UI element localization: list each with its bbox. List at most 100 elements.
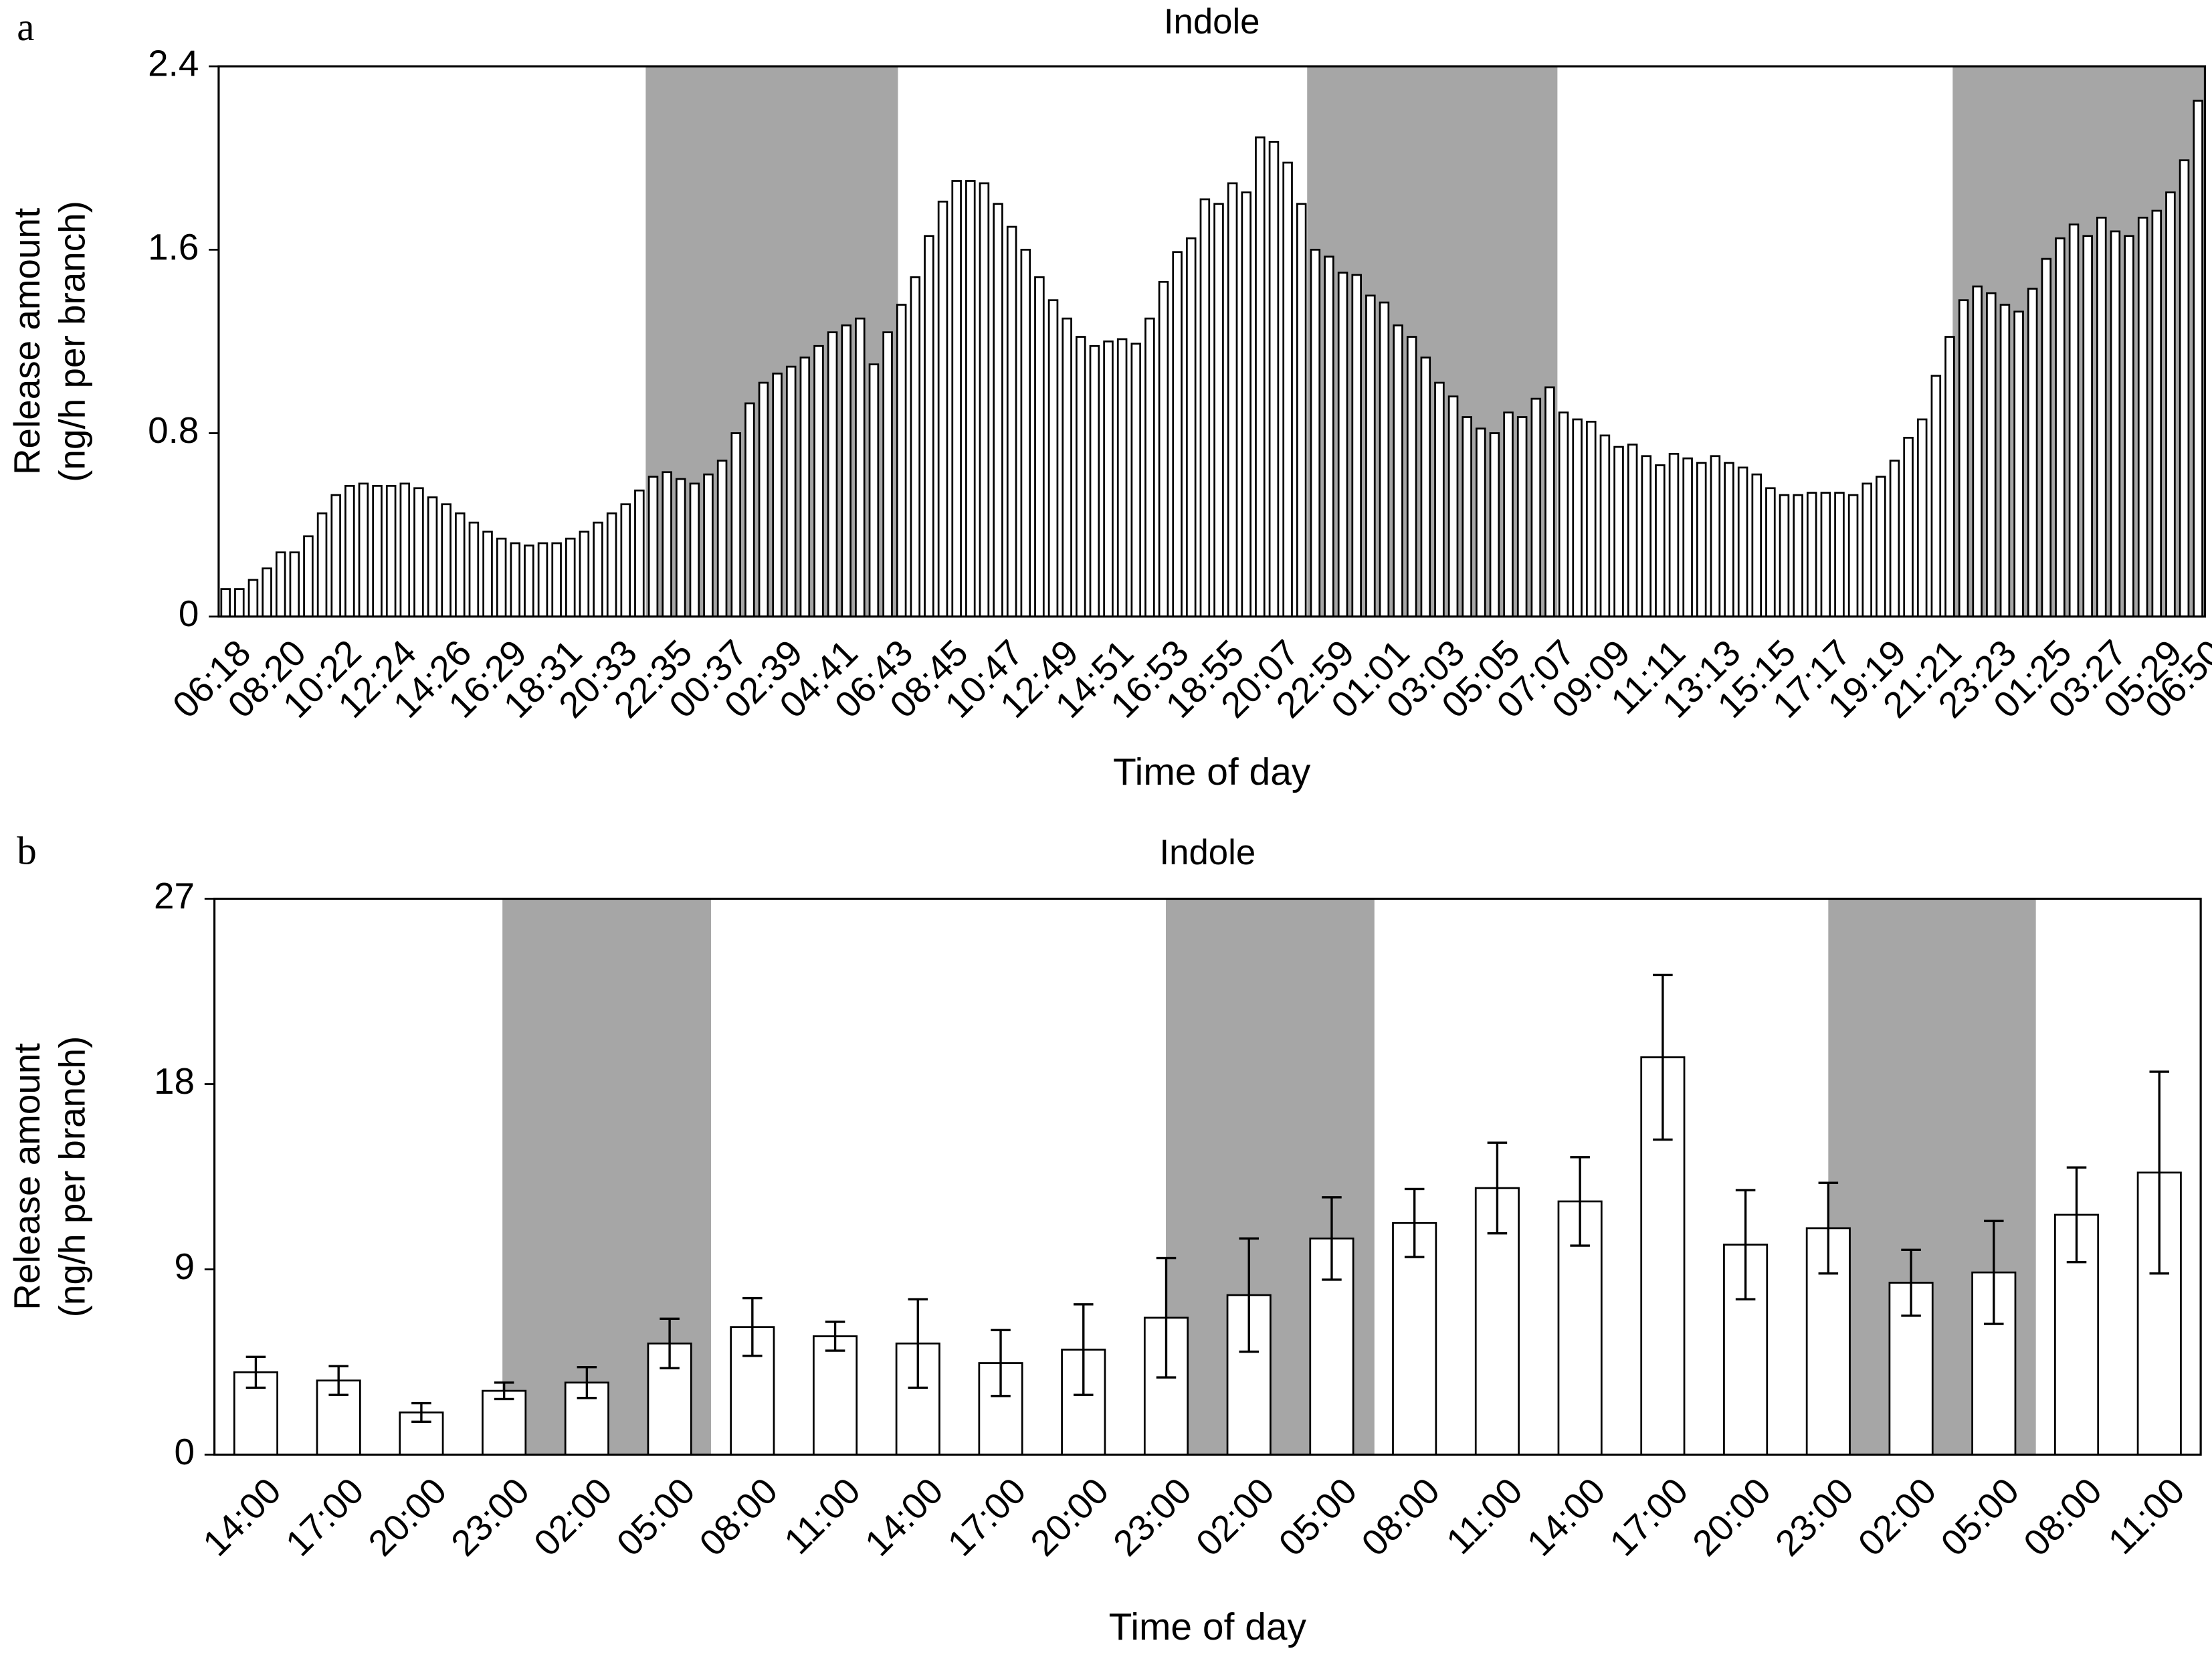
- bar: [1393, 324, 1403, 618]
- bar: [1089, 345, 1100, 618]
- bar: [1420, 357, 1431, 618]
- y-axis-label-line: (ng/h per branch): [52, 201, 93, 482]
- bar: [441, 503, 451, 618]
- bar: [1916, 418, 1928, 618]
- bar: [2137, 216, 2148, 618]
- bar: [1268, 140, 1280, 618]
- x-tick-label: 23:00: [1767, 1470, 1862, 1564]
- panel-letter: b: [17, 829, 37, 873]
- bar: [455, 512, 466, 618]
- bar: [2082, 235, 2093, 618]
- bar: [647, 1342, 692, 1456]
- bar: [2179, 159, 2190, 618]
- bar: [1227, 182, 1238, 618]
- bar: [482, 530, 493, 618]
- bar: [1613, 446, 1624, 618]
- bar: [344, 484, 355, 618]
- x-tick-label: 02:00: [1188, 1470, 1282, 1564]
- y-axis-label-line: Release amount: [6, 208, 47, 475]
- bar: [1696, 462, 1707, 618]
- bar: [1296, 203, 1307, 618]
- bar: [1834, 492, 1845, 618]
- x-tick-label: 23:00: [1105, 1470, 1199, 1564]
- x-axis-label: Time of day: [1109, 1605, 1307, 1648]
- bar: [234, 588, 245, 618]
- y-tick-label: 18: [154, 1060, 195, 1102]
- bar: [330, 494, 341, 618]
- bar: [1765, 487, 1776, 618]
- panel-letter: a: [17, 5, 34, 49]
- bar: [1944, 336, 1955, 618]
- bar: [2055, 237, 2066, 618]
- bar: [2068, 223, 2080, 618]
- bar: [1144, 317, 1155, 618]
- bar: [730, 432, 741, 618]
- bar: [1158, 280, 1169, 618]
- bar: [1599, 434, 1611, 618]
- x-tick-label: 17:00: [1601, 1470, 1696, 1564]
- x-tick-label: 17:00: [940, 1470, 1034, 1564]
- bar: [2193, 100, 2203, 618]
- bar: [1806, 492, 1817, 618]
- x-tick-label: 11:00: [2100, 1470, 2193, 1562]
- bar: [1572, 418, 1583, 618]
- bar: [316, 512, 328, 618]
- bar: [634, 489, 645, 618]
- bar: [579, 530, 590, 618]
- x-tick-label: 02:00: [1850, 1470, 1944, 1564]
- bar: [1682, 457, 1693, 618]
- bar: [1668, 452, 1680, 618]
- bar: [1365, 294, 1376, 618]
- bar: [1530, 397, 1542, 618]
- bar: [1351, 274, 1362, 618]
- x-tick-label: 05:00: [1932, 1470, 2027, 1564]
- bar: [1503, 411, 1514, 618]
- x-tick-label: 14:00: [195, 1470, 289, 1564]
- bar: [524, 545, 534, 618]
- x-tick-label: 08:00: [2015, 1470, 2110, 1564]
- bar: [1516, 416, 1528, 618]
- bar: [1793, 494, 1803, 618]
- bar: [1641, 455, 1652, 618]
- x-tick-label: 20:00: [360, 1470, 454, 1564]
- bar: [2041, 258, 2052, 618]
- x-tick-label: 05:00: [1271, 1470, 1365, 1564]
- bar: [510, 542, 521, 618]
- bar: [647, 476, 659, 618]
- bar: [910, 276, 921, 618]
- bar: [372, 484, 383, 618]
- bar: [1062, 317, 1072, 618]
- x-tick-label: 14:00: [857, 1470, 951, 1564]
- bar: [1847, 494, 1859, 618]
- bar: [1737, 466, 1748, 618]
- bar: [1447, 395, 1459, 618]
- bar: [593, 521, 603, 618]
- bar: [799, 357, 811, 618]
- bar: [1489, 432, 1500, 618]
- bar: [758, 381, 769, 618]
- y-axis-label-line: (ng/h per branch): [52, 1036, 93, 1318]
- x-tick-label: 20:00: [1684, 1470, 1779, 1564]
- x-tick-label: 14:00: [1519, 1470, 1613, 1564]
- bar: [951, 180, 962, 618]
- y-tick-label: 9: [175, 1246, 195, 1287]
- bar: [1392, 1222, 1437, 1456]
- bar: [744, 402, 755, 618]
- y-tick-label: 0.8: [148, 409, 199, 451]
- chart-title: Indole: [1160, 833, 1256, 872]
- bar: [2027, 288, 2038, 618]
- bar: [2013, 310, 2024, 618]
- x-tick-label: 08:00: [1353, 1470, 1447, 1564]
- plot-frame: [217, 65, 2207, 618]
- bar: [1751, 473, 1763, 618]
- bar: [1544, 386, 1555, 618]
- x-axis-label: Time of day: [1113, 751, 1311, 793]
- x-tick-label: 08:00: [691, 1470, 785, 1564]
- bar: [716, 460, 728, 618]
- bar: [2096, 216, 2107, 618]
- y-axis-label-line: Release amount: [6, 1043, 47, 1310]
- bar: [1020, 248, 1031, 618]
- bar: [1876, 476, 1886, 618]
